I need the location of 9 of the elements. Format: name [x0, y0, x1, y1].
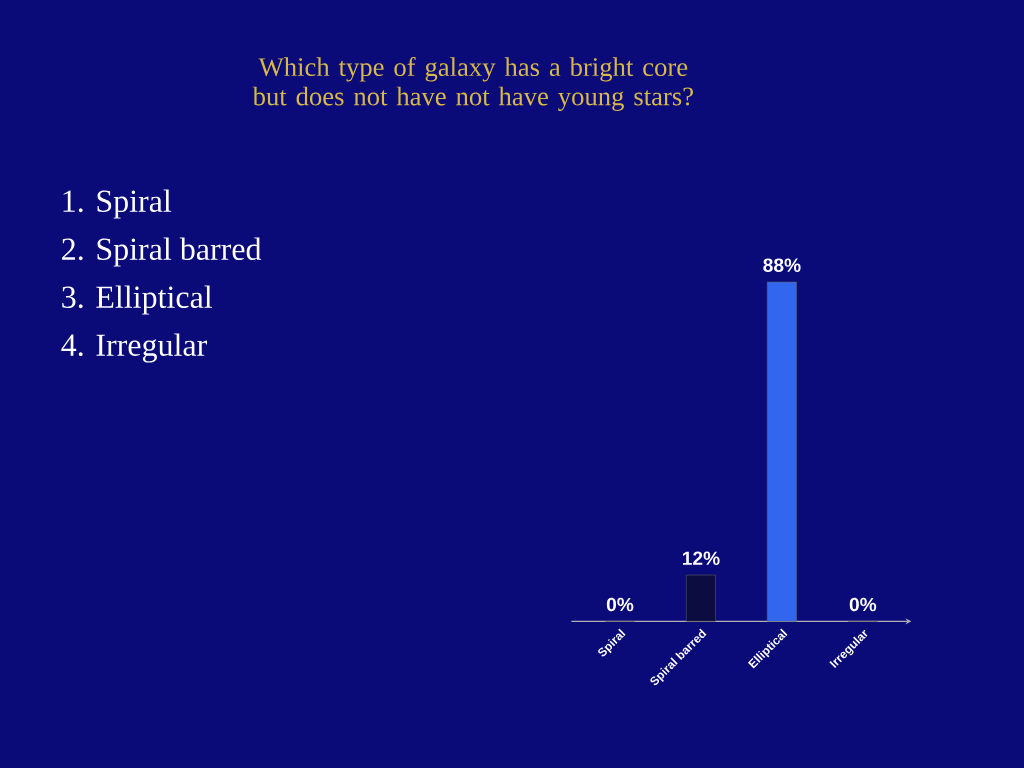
text: 2. Spiral barred: [62, 237, 262, 267]
chart-title: Which type of galaxy has a bright core but does not have not have young stars?: [252, 57, 693, 111]
data-label: 0%: [606, 597, 634, 612]
text: 1. Spiral: [63, 189, 172, 219]
data-label: 12%: [682, 551, 720, 566]
data-label: 88%: [763, 258, 801, 272]
data-label: 0%: [849, 597, 877, 612]
text: 4. Irregular: [61, 333, 208, 363]
text: 3. Elliptical: [62, 285, 213, 315]
